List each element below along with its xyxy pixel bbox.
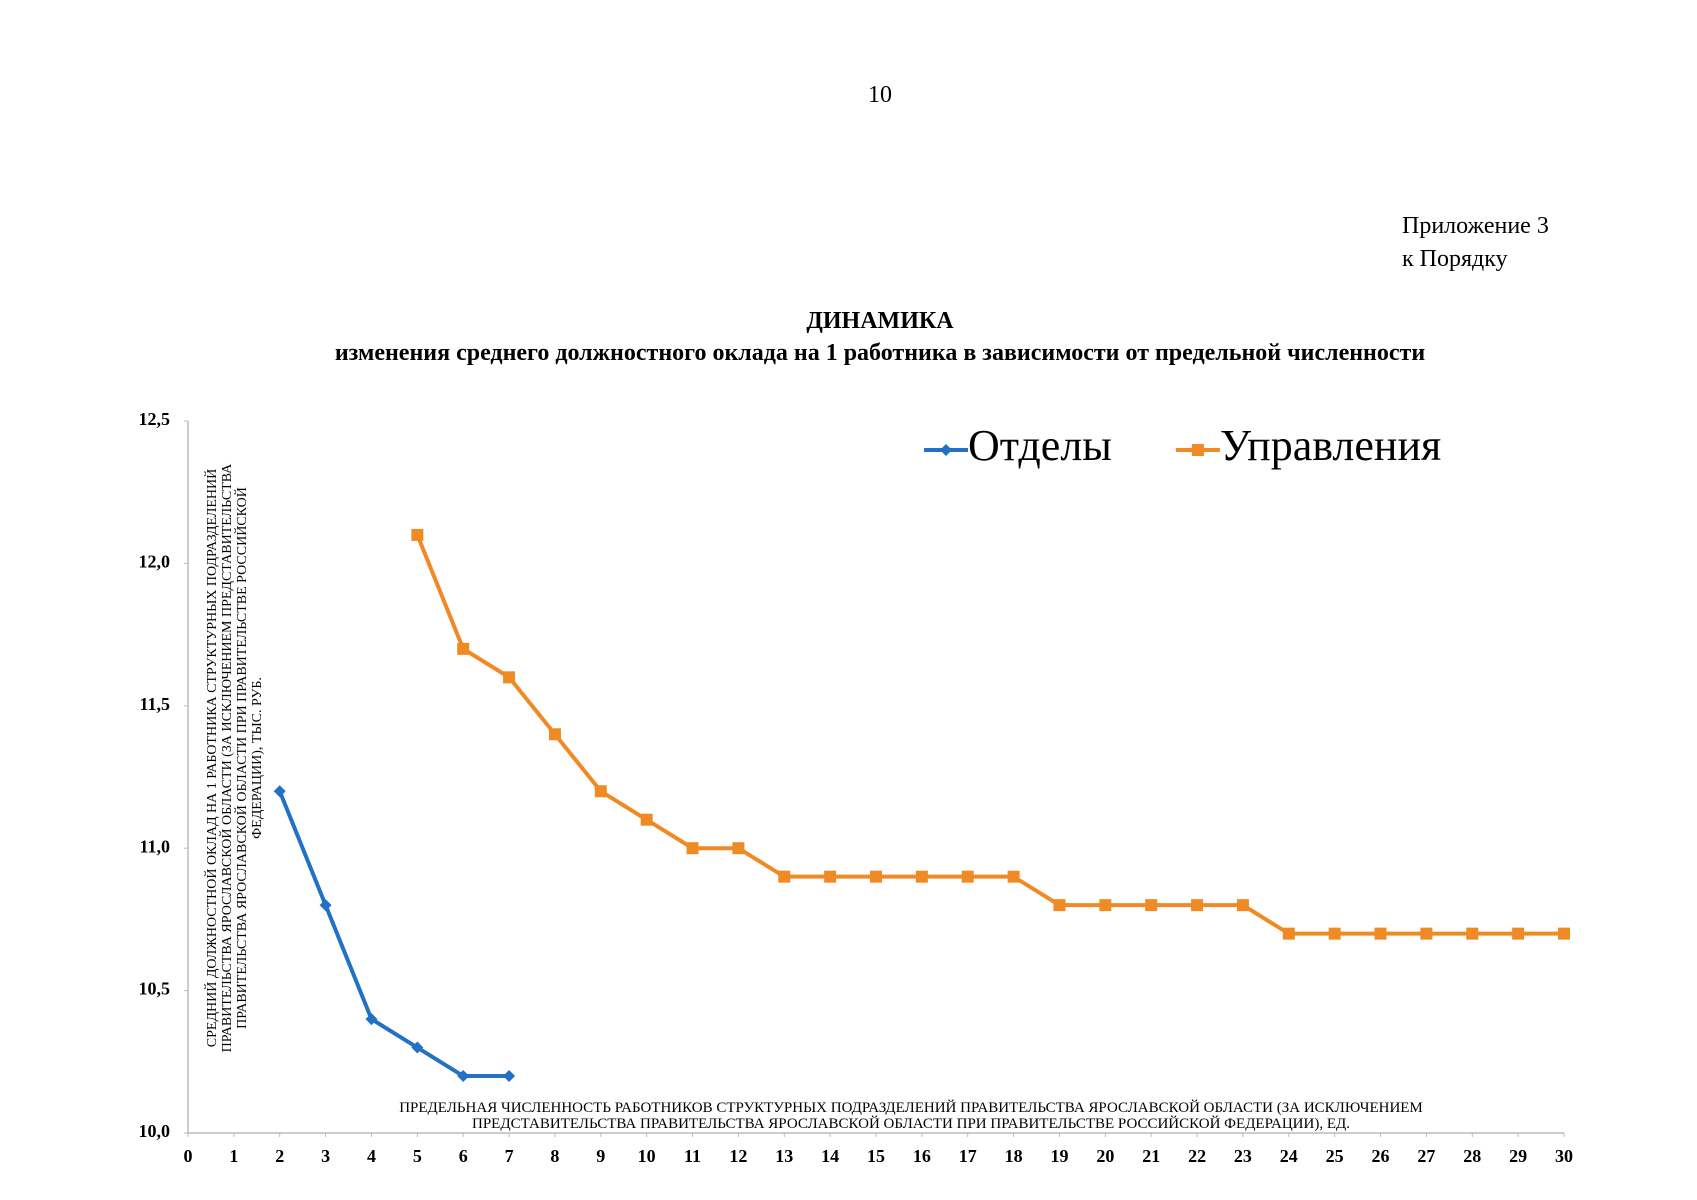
- data-point: [594, 785, 607, 798]
- x-tick-label: 27: [1417, 1146, 1435, 1166]
- data-point: [319, 899, 332, 912]
- data-point: [824, 870, 837, 883]
- data-point: [365, 1013, 378, 1026]
- data-point: [961, 870, 974, 883]
- x-tick-label: 0: [184, 1146, 193, 1166]
- data-point: [1145, 899, 1158, 912]
- x-tick-label: 22: [1188, 1146, 1206, 1166]
- x-tick-label: 10: [638, 1146, 656, 1166]
- data-point: [732, 842, 745, 855]
- data-point: [1236, 899, 1249, 912]
- x-tick-label: 16: [913, 1146, 931, 1166]
- x-tick-label: 1: [229, 1146, 238, 1166]
- data-point: [778, 870, 791, 883]
- x-tick-label: 24: [1280, 1146, 1298, 1166]
- y-tick-label: 12,0: [139, 552, 171, 572]
- data-point: [640, 813, 653, 826]
- data-point: [411, 528, 424, 541]
- x-tick-label: 18: [1005, 1146, 1023, 1166]
- data-point: [503, 671, 516, 684]
- x-axis-label: ПРЕДЕЛЬНАЯ ЧИСЛЕННОСТЬ РАБОТНИКОВ СТРУКТ…: [399, 1100, 1423, 1132]
- appendix-line: Приложение 3: [1402, 213, 1549, 239]
- chart-subtitle: изменения среднего должностного оклада н…: [334, 340, 1426, 366]
- appendix-line: к Порядку: [1402, 246, 1508, 272]
- x-tick-label: 19: [1050, 1146, 1068, 1166]
- data-point: [457, 642, 470, 655]
- series-line: [277, 790, 510, 1079]
- data-point: [1328, 927, 1341, 940]
- data-point: [273, 785, 286, 798]
- x-tick-label: 13: [775, 1146, 793, 1166]
- y-tick-label: 12,5: [139, 409, 171, 429]
- x-tick-label: 21: [1142, 1146, 1160, 1166]
- x-tick-label: 4: [367, 1146, 376, 1166]
- y-axis-label: СРЕДНИЙ ДОЛЖНОСТНОЙ ОКЛАД НА 1 РАБОТНИКА…: [205, 463, 265, 1053]
- data-point: [1191, 899, 1204, 912]
- data-point: [915, 870, 928, 883]
- x-tick-label: 25: [1326, 1146, 1344, 1166]
- data-point: [1007, 870, 1020, 883]
- x-tick-label: 12: [729, 1146, 747, 1166]
- data-point: [457, 1070, 470, 1083]
- x-tick-label: 26: [1372, 1146, 1390, 1166]
- x-tick-label: 30: [1555, 1146, 1573, 1166]
- appendix: Приложение 3 к Порядку: [1402, 210, 1549, 276]
- chart-title: ДИНАМИКА: [806, 308, 954, 334]
- data-point: [870, 870, 882, 883]
- series-line: [415, 534, 1564, 936]
- legend-marker: [940, 444, 952, 456]
- x-tick-label: 20: [1096, 1146, 1114, 1166]
- x-tick-label: 6: [459, 1146, 468, 1166]
- legend-label: Отделы: [968, 421, 1112, 470]
- x-tick-label: 28: [1463, 1146, 1481, 1166]
- data-point: [503, 1070, 516, 1083]
- y-tick-label: 11,5: [139, 694, 170, 714]
- y-tick-label: 11,0: [139, 836, 170, 856]
- data-point: [1558, 927, 1570, 940]
- x-tick-label: 9: [596, 1146, 605, 1166]
- data-point: [1282, 927, 1295, 940]
- y-tick-label: 10,0: [139, 1121, 171, 1141]
- data-point: [686, 842, 699, 855]
- x-tick-label: 29: [1509, 1146, 1527, 1166]
- data-point: [1466, 927, 1479, 940]
- y-tick-label: 10,5: [139, 979, 171, 999]
- data-point: [1053, 899, 1066, 912]
- x-tick-label: 15: [867, 1146, 885, 1166]
- x-tick-label: 14: [821, 1146, 839, 1166]
- data-point: [1512, 927, 1525, 940]
- x-tick-label: 11: [684, 1146, 701, 1166]
- data-point: [1374, 927, 1387, 940]
- x-tick-label: 3: [321, 1146, 330, 1166]
- x-tick-label: 17: [959, 1146, 977, 1166]
- data-point: [1099, 899, 1112, 912]
- x-tick-label: 7: [505, 1146, 514, 1166]
- x-tick-label: 8: [550, 1146, 559, 1166]
- x-tick-label: 23: [1234, 1146, 1252, 1166]
- legend-label: Управления: [1220, 421, 1441, 470]
- data-point: [548, 728, 561, 741]
- data-point: [411, 1041, 424, 1054]
- legend-marker: [1191, 444, 1204, 456]
- x-tick-label: 5: [413, 1146, 422, 1166]
- data-point: [1420, 927, 1433, 940]
- page-number: 10: [868, 82, 892, 108]
- x-tick-label: 2: [275, 1146, 284, 1166]
